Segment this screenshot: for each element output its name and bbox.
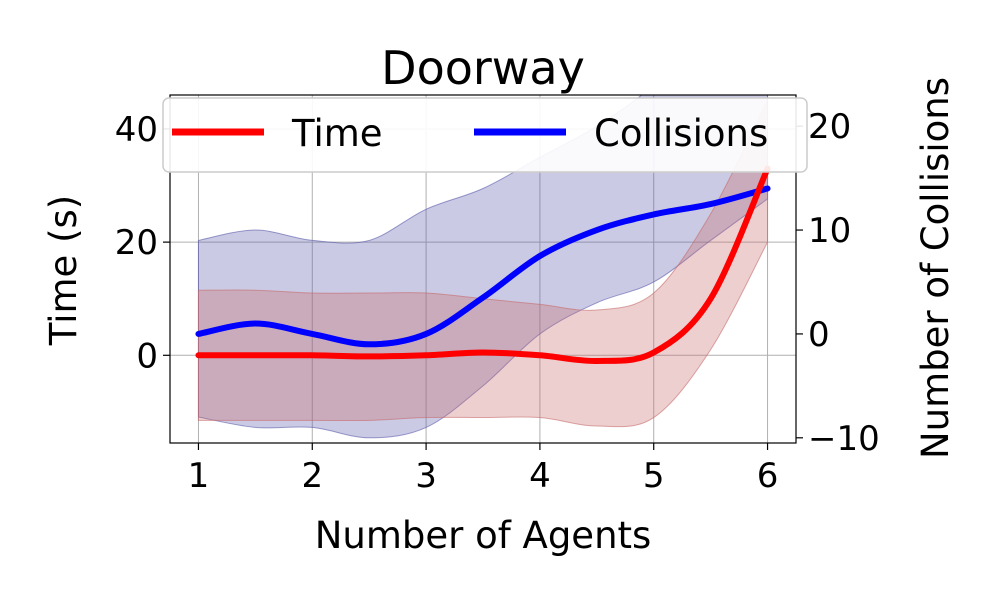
y-right-tick-label: 20 (808, 107, 851, 147)
x-tick-label: 1 (188, 456, 210, 496)
x-tick-label: 6 (757, 456, 779, 496)
x-tick-label: 4 (529, 456, 551, 496)
band-collisions (197, 95, 769, 439)
line-collisions (195, 185, 771, 348)
legend: Time Collisions (162, 97, 808, 173)
x-axis-label: Number of Agents (315, 514, 652, 557)
y-right-tick-label: 0 (808, 315, 830, 355)
plot-frame (169, 94, 797, 444)
y-axis-left-label: Time (s) (42, 195, 85, 346)
line-time (195, 165, 771, 364)
confidence-bands (197, 95, 769, 439)
x-tick-label: 2 (301, 456, 323, 496)
legend-label-collisions: Collisions (594, 112, 768, 155)
y-right-tick-label: 10 (808, 211, 851, 251)
x-tick-label: 5 (643, 456, 665, 496)
x-tick-label: 3 (415, 456, 437, 496)
chart-title: Doorway (381, 41, 585, 95)
legend-label-time: Time (291, 112, 383, 155)
y-left-tick-label: 20 (115, 223, 158, 263)
series-lines (195, 165, 771, 364)
y-axis-right-label: Number of Collisions (914, 77, 957, 459)
ticks: 1 2 3 4 5 6 0 20 40 −10 0 10 20 (115, 107, 880, 496)
y-left-tick-label: 0 (136, 336, 158, 376)
y-right-tick-label: −10 (808, 419, 880, 459)
band-time (197, 100, 769, 428)
y-left-tick-label: 40 (115, 110, 158, 150)
